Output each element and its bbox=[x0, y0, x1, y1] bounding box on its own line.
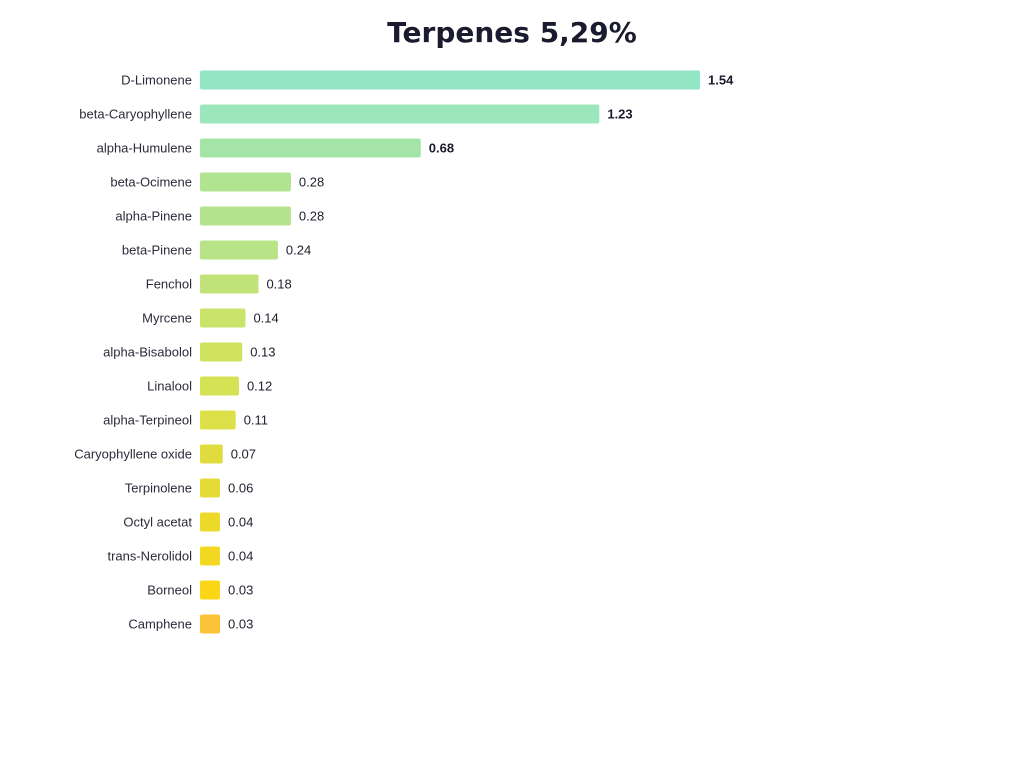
bar bbox=[200, 376, 239, 396]
bar bbox=[200, 240, 278, 260]
category-label: Fenchol bbox=[146, 277, 192, 292]
value-label: 0.12 bbox=[247, 379, 272, 394]
category-label: alpha-Pinene bbox=[115, 209, 192, 224]
chart-title: Terpenes 5,29% bbox=[387, 16, 637, 49]
bar bbox=[200, 546, 220, 566]
value-label: 0.07 bbox=[231, 447, 256, 462]
value-label: 0.28 bbox=[299, 209, 324, 224]
value-label: 0.03 bbox=[228, 617, 253, 632]
category-label: Terpinolene bbox=[125, 481, 192, 496]
value-label: 0.03 bbox=[228, 583, 253, 598]
value-label: 0.04 bbox=[228, 549, 253, 564]
value-label: 0.11 bbox=[244, 413, 268, 428]
bar bbox=[200, 478, 220, 498]
category-label: beta-Ocimene bbox=[110, 175, 192, 190]
category-label: Linalool bbox=[147, 379, 192, 394]
category-label: D-Limonene bbox=[121, 73, 192, 88]
category-label: Myrcene bbox=[142, 311, 192, 326]
bar bbox=[200, 172, 291, 192]
category-label: Borneol bbox=[147, 583, 192, 598]
value-label: 1.23 bbox=[607, 107, 632, 122]
bar bbox=[200, 444, 223, 464]
value-label: 0.24 bbox=[286, 243, 311, 258]
category-label: Octyl acetat bbox=[123, 515, 192, 530]
bar bbox=[200, 342, 243, 362]
bar bbox=[200, 206, 291, 226]
value-label: 0.68 bbox=[429, 141, 454, 156]
bar bbox=[200, 104, 600, 124]
bar bbox=[200, 308, 246, 328]
value-label: 0.13 bbox=[250, 345, 275, 360]
value-label: 0.28 bbox=[299, 175, 324, 190]
bar bbox=[200, 274, 259, 294]
bars-group: D-Limonene 1.54 beta-Caryophyllene 1.23 alph… bbox=[74, 70, 734, 634]
value-label: 1.54 bbox=[708, 73, 734, 88]
category-label: alpha-Terpineol bbox=[103, 413, 192, 428]
bar bbox=[200, 410, 236, 430]
bar bbox=[200, 138, 421, 158]
value-label: 0.18 bbox=[266, 277, 291, 292]
bar bbox=[200, 614, 220, 634]
bar bbox=[200, 512, 220, 532]
category-label: Caryophyllene oxide bbox=[74, 447, 192, 462]
category-label: alpha-Humulene bbox=[97, 141, 192, 156]
category-label: trans-Nerolidol bbox=[107, 549, 192, 564]
value-label: 0.14 bbox=[253, 311, 278, 326]
value-label: 0.04 bbox=[228, 515, 253, 530]
category-label: alpha-Bisabolol bbox=[103, 345, 192, 360]
category-label: Camphene bbox=[128, 617, 192, 632]
bar bbox=[200, 70, 700, 90]
category-label: beta-Caryophyllene bbox=[79, 107, 192, 122]
category-label: beta-Pinene bbox=[122, 243, 192, 258]
value-label: 0.06 bbox=[228, 481, 253, 496]
bar bbox=[200, 580, 220, 600]
